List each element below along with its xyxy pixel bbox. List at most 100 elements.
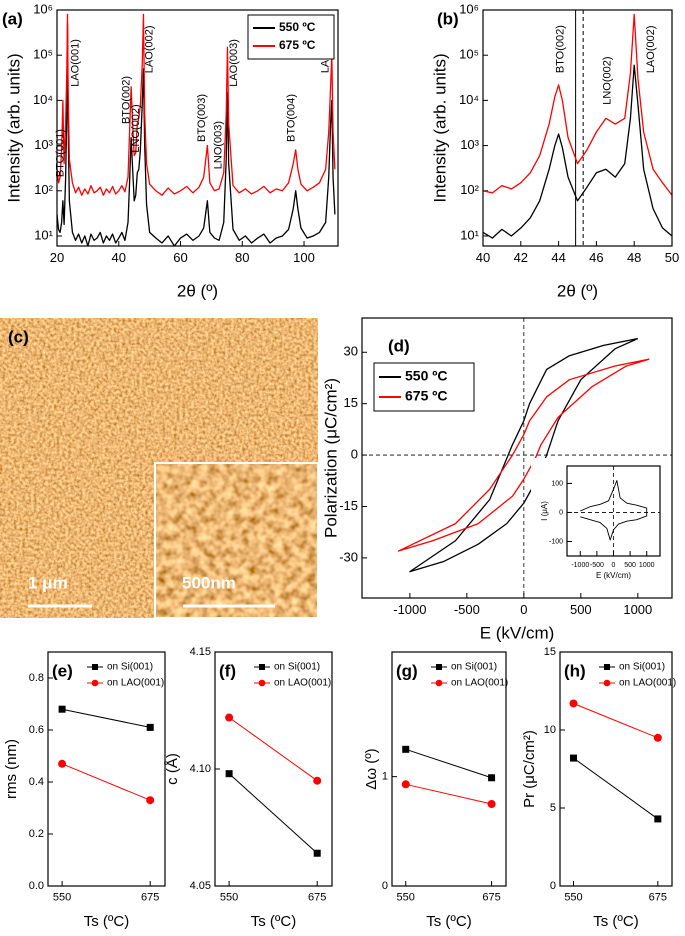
peak-label: LAO(003) — [228, 39, 240, 87]
series-line — [57, 13, 336, 196]
legend-label: on Si(001) — [107, 662, 153, 673]
plot-area: 550 675 0 1 Ts (ºC) Δω (º) on Si(001) on LAO(00… — [363, 651, 508, 930]
series-line — [409, 337, 639, 573]
y-tick-label: 5 — [550, 802, 556, 814]
legend-label: 675 ºC — [279, 38, 316, 52]
series-line — [228, 717, 318, 782]
y-tick-label: -100 — [549, 538, 563, 545]
x-tick-label: 550 — [397, 892, 415, 904]
afm-inset-image — [155, 463, 318, 618]
x-axis-label: Ts (ºC) — [84, 913, 129, 930]
panel-label: (f) — [219, 661, 236, 680]
marker — [401, 780, 410, 789]
legend-label: on Si(001) — [451, 662, 497, 673]
legend-label: on Si(001) — [274, 662, 320, 673]
y-tick-label: 0.8 — [29, 672, 44, 684]
peak-label: LNO(002) — [130, 104, 142, 152]
peak-label: LAO(002) — [144, 25, 156, 73]
series-line — [573, 703, 659, 739]
y-tick-label: 0 — [351, 447, 358, 462]
y-axis-label: c (Å) — [164, 753, 181, 785]
series-line — [57, 22, 336, 246]
legend-box — [373, 362, 475, 412]
legend-label: on Si(001) — [619, 662, 665, 673]
x-tick-label: 46 — [589, 250, 603, 265]
y-tick-label: 10⁴ — [459, 92, 479, 107]
axes-frame — [214, 651, 333, 887]
x-axis-label: 2θ (º) — [177, 281, 218, 300]
inset-background — [531, 458, 668, 584]
series-line — [405, 748, 492, 779]
y-axis-label: I (μA) — [540, 501, 549, 521]
y-axis-label: Intensity (arb. units) — [430, 53, 449, 202]
marker — [313, 776, 322, 785]
x-tick-label: 1000 — [639, 562, 655, 569]
marker — [58, 759, 67, 768]
legend-label: on LAO(001) — [619, 678, 676, 689]
series-line — [61, 763, 151, 801]
axes-frame — [482, 9, 673, 247]
series-line — [405, 783, 492, 805]
peak-label: LNO(002) — [602, 56, 614, 104]
x-axis-label: 2θ (º) — [557, 281, 598, 300]
legend-label: 550 ºC — [405, 368, 447, 384]
legend-marker — [435, 679, 443, 687]
series-line — [580, 480, 648, 541]
x-tick-label: 675 — [308, 892, 326, 904]
y-tick-label: 10² — [460, 182, 479, 197]
y-axis-label: Δω (º) — [363, 748, 380, 789]
marker — [58, 705, 66, 713]
legend-marker — [91, 679, 99, 687]
x-tick-label: 44 — [551, 250, 565, 265]
y-tick-label: 10³ — [34, 137, 53, 152]
y-tick-label: 10 — [544, 724, 556, 736]
plot-area: 40 42 44 46 48 50 10¹ 10² 10³ 10⁴ 10⁵ 10⁶ BTO(002) LN… — [430, 1, 679, 300]
y-tick-label: 0.2 — [29, 828, 44, 840]
y-tick-label: 10⁶ — [459, 1, 479, 16]
y-tick-label: 0 — [550, 880, 556, 892]
marker — [487, 799, 496, 808]
series-line — [483, 13, 672, 196]
panel-label: (g) — [396, 661, 418, 680]
marker — [402, 745, 410, 753]
axes-frame — [391, 651, 507, 887]
plot-area: 20 40 60 80 100 10¹ 10² 10³ 10⁴ 10⁵ 10⁶ BTO(001) LAO… — [4, 1, 339, 300]
y-tick-label: 0.6 — [29, 724, 44, 736]
series-line — [483, 64, 672, 239]
y-tick-label: 30 — [344, 344, 358, 359]
x-tick-label: 550 — [53, 892, 71, 904]
y-tick-label: 10⁴ — [33, 92, 53, 107]
peak-label: BTO(002) — [120, 76, 132, 124]
marker — [653, 733, 662, 742]
legend-label: 550 ºC — [279, 20, 316, 34]
panel-label: (d) — [388, 336, 410, 355]
marker — [654, 815, 662, 823]
x-tick-label: 0 — [612, 562, 616, 569]
y-tick-label: -15 — [339, 498, 358, 513]
x-tick-label: 550 — [564, 892, 582, 904]
x-tick-label: 50 — [665, 250, 679, 265]
peak-label: BTO(003) — [196, 94, 208, 142]
afm-inset-border — [154, 462, 319, 619]
peak-label: LAO(002) — [645, 25, 657, 73]
legend-marker — [92, 664, 98, 670]
scale-bar-label: 500nm — [182, 573, 236, 592]
marker — [225, 713, 234, 722]
peak-label: BTO(002) — [554, 25, 566, 73]
legend-marker — [259, 664, 265, 670]
x-tick-label: 675 — [482, 892, 500, 904]
y-tick-label: 10² — [34, 182, 53, 197]
y-tick-label: 10⁵ — [33, 47, 53, 62]
x-axis-label: Ts (ºC) — [426, 913, 471, 930]
y-tick-label: 0.4 — [29, 776, 44, 788]
peak-label: LNO(003) — [212, 121, 224, 169]
x-tick-label: 500 — [570, 602, 592, 617]
y-tick-label: 1 — [382, 771, 388, 783]
x-tick-label: 500 — [624, 562, 636, 569]
x-axis-label: E (kV/cm) — [480, 623, 555, 642]
x-tick-label: 100 — [293, 250, 315, 265]
y-axis-label: rms (nm) — [3, 739, 20, 799]
